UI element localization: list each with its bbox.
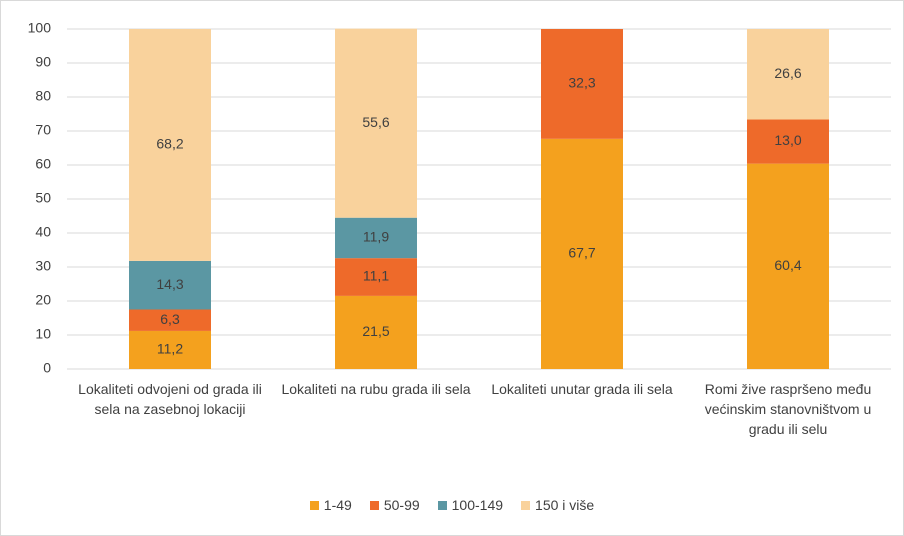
legend-swatch	[437, 500, 447, 510]
y-tick-label: 20	[35, 292, 51, 308]
bar-segment	[747, 119, 829, 164]
bar-segment	[747, 163, 829, 369]
x-tick-label: Lokaliteti na rubu grada ili sela	[281, 381, 471, 397]
y-tick-label: 40	[35, 224, 51, 240]
bar-segment	[129, 29, 211, 261]
data-label: 14,3	[156, 276, 183, 292]
legend-item: 150 i više	[521, 497, 594, 513]
data-label: 13,0	[774, 132, 801, 148]
legend: 1-49 50-99 100-149 150 i više	[1, 497, 903, 513]
bar-segment	[335, 295, 417, 369]
legend-swatch	[369, 500, 379, 510]
bar-segment	[335, 28, 417, 218]
data-label: 21,5	[362, 323, 389, 339]
data-label: 11,9	[363, 229, 389, 245]
legend-label: 100-149	[451, 497, 504, 513]
legend-item: 50-99	[369, 497, 420, 513]
bar-segment	[129, 330, 211, 369]
data-label: 11,2	[157, 341, 183, 357]
legend-label: 50-99	[383, 497, 420, 513]
y-tick-label: 10	[35, 326, 51, 342]
x-tick-label: Lokaliteti odvojeni od grada ili sela na…	[78, 381, 262, 417]
legend-swatch	[309, 500, 319, 510]
data-label: 60,4	[774, 257, 801, 273]
legend-item: 100-149	[437, 497, 504, 513]
y-tick-label: 80	[35, 88, 51, 104]
data-label: 11,1	[363, 268, 389, 284]
y-tick-label: 60	[35, 156, 51, 172]
y-tick-label: 0	[43, 360, 51, 376]
bar-segment	[129, 309, 211, 331]
data-label: 32,3	[568, 75, 595, 91]
data-label: 26,6	[774, 65, 801, 81]
x-tick-label: Lokaliteti unutar grada ili sela	[491, 381, 673, 397]
bar-segment	[335, 217, 417, 259]
y-tick-label: 90	[35, 54, 51, 70]
y-tick-label: 50	[35, 190, 51, 206]
bar-segment	[335, 258, 417, 296]
bar-segment	[541, 138, 623, 369]
data-label: 55,6	[362, 114, 389, 130]
legend-item: 1-49	[309, 497, 352, 513]
legend-swatch	[521, 500, 531, 510]
bar-segment	[541, 29, 623, 139]
x-tick-label: Romi žive raspršeno među većinskim stano…	[704, 381, 872, 437]
data-label: 6,3	[160, 311, 180, 327]
data-label: 68,2	[156, 136, 183, 152]
y-tick-label: 30	[35, 258, 51, 274]
legend-label: 150 i više	[535, 497, 595, 513]
y-tick-label: 70	[35, 122, 51, 138]
data-label: 67,7	[568, 245, 595, 261]
bar-segment	[747, 29, 829, 120]
legend-label: 1-49	[323, 497, 352, 513]
y-tick-label: 100	[28, 20, 52, 36]
bar-segment	[129, 260, 211, 310]
